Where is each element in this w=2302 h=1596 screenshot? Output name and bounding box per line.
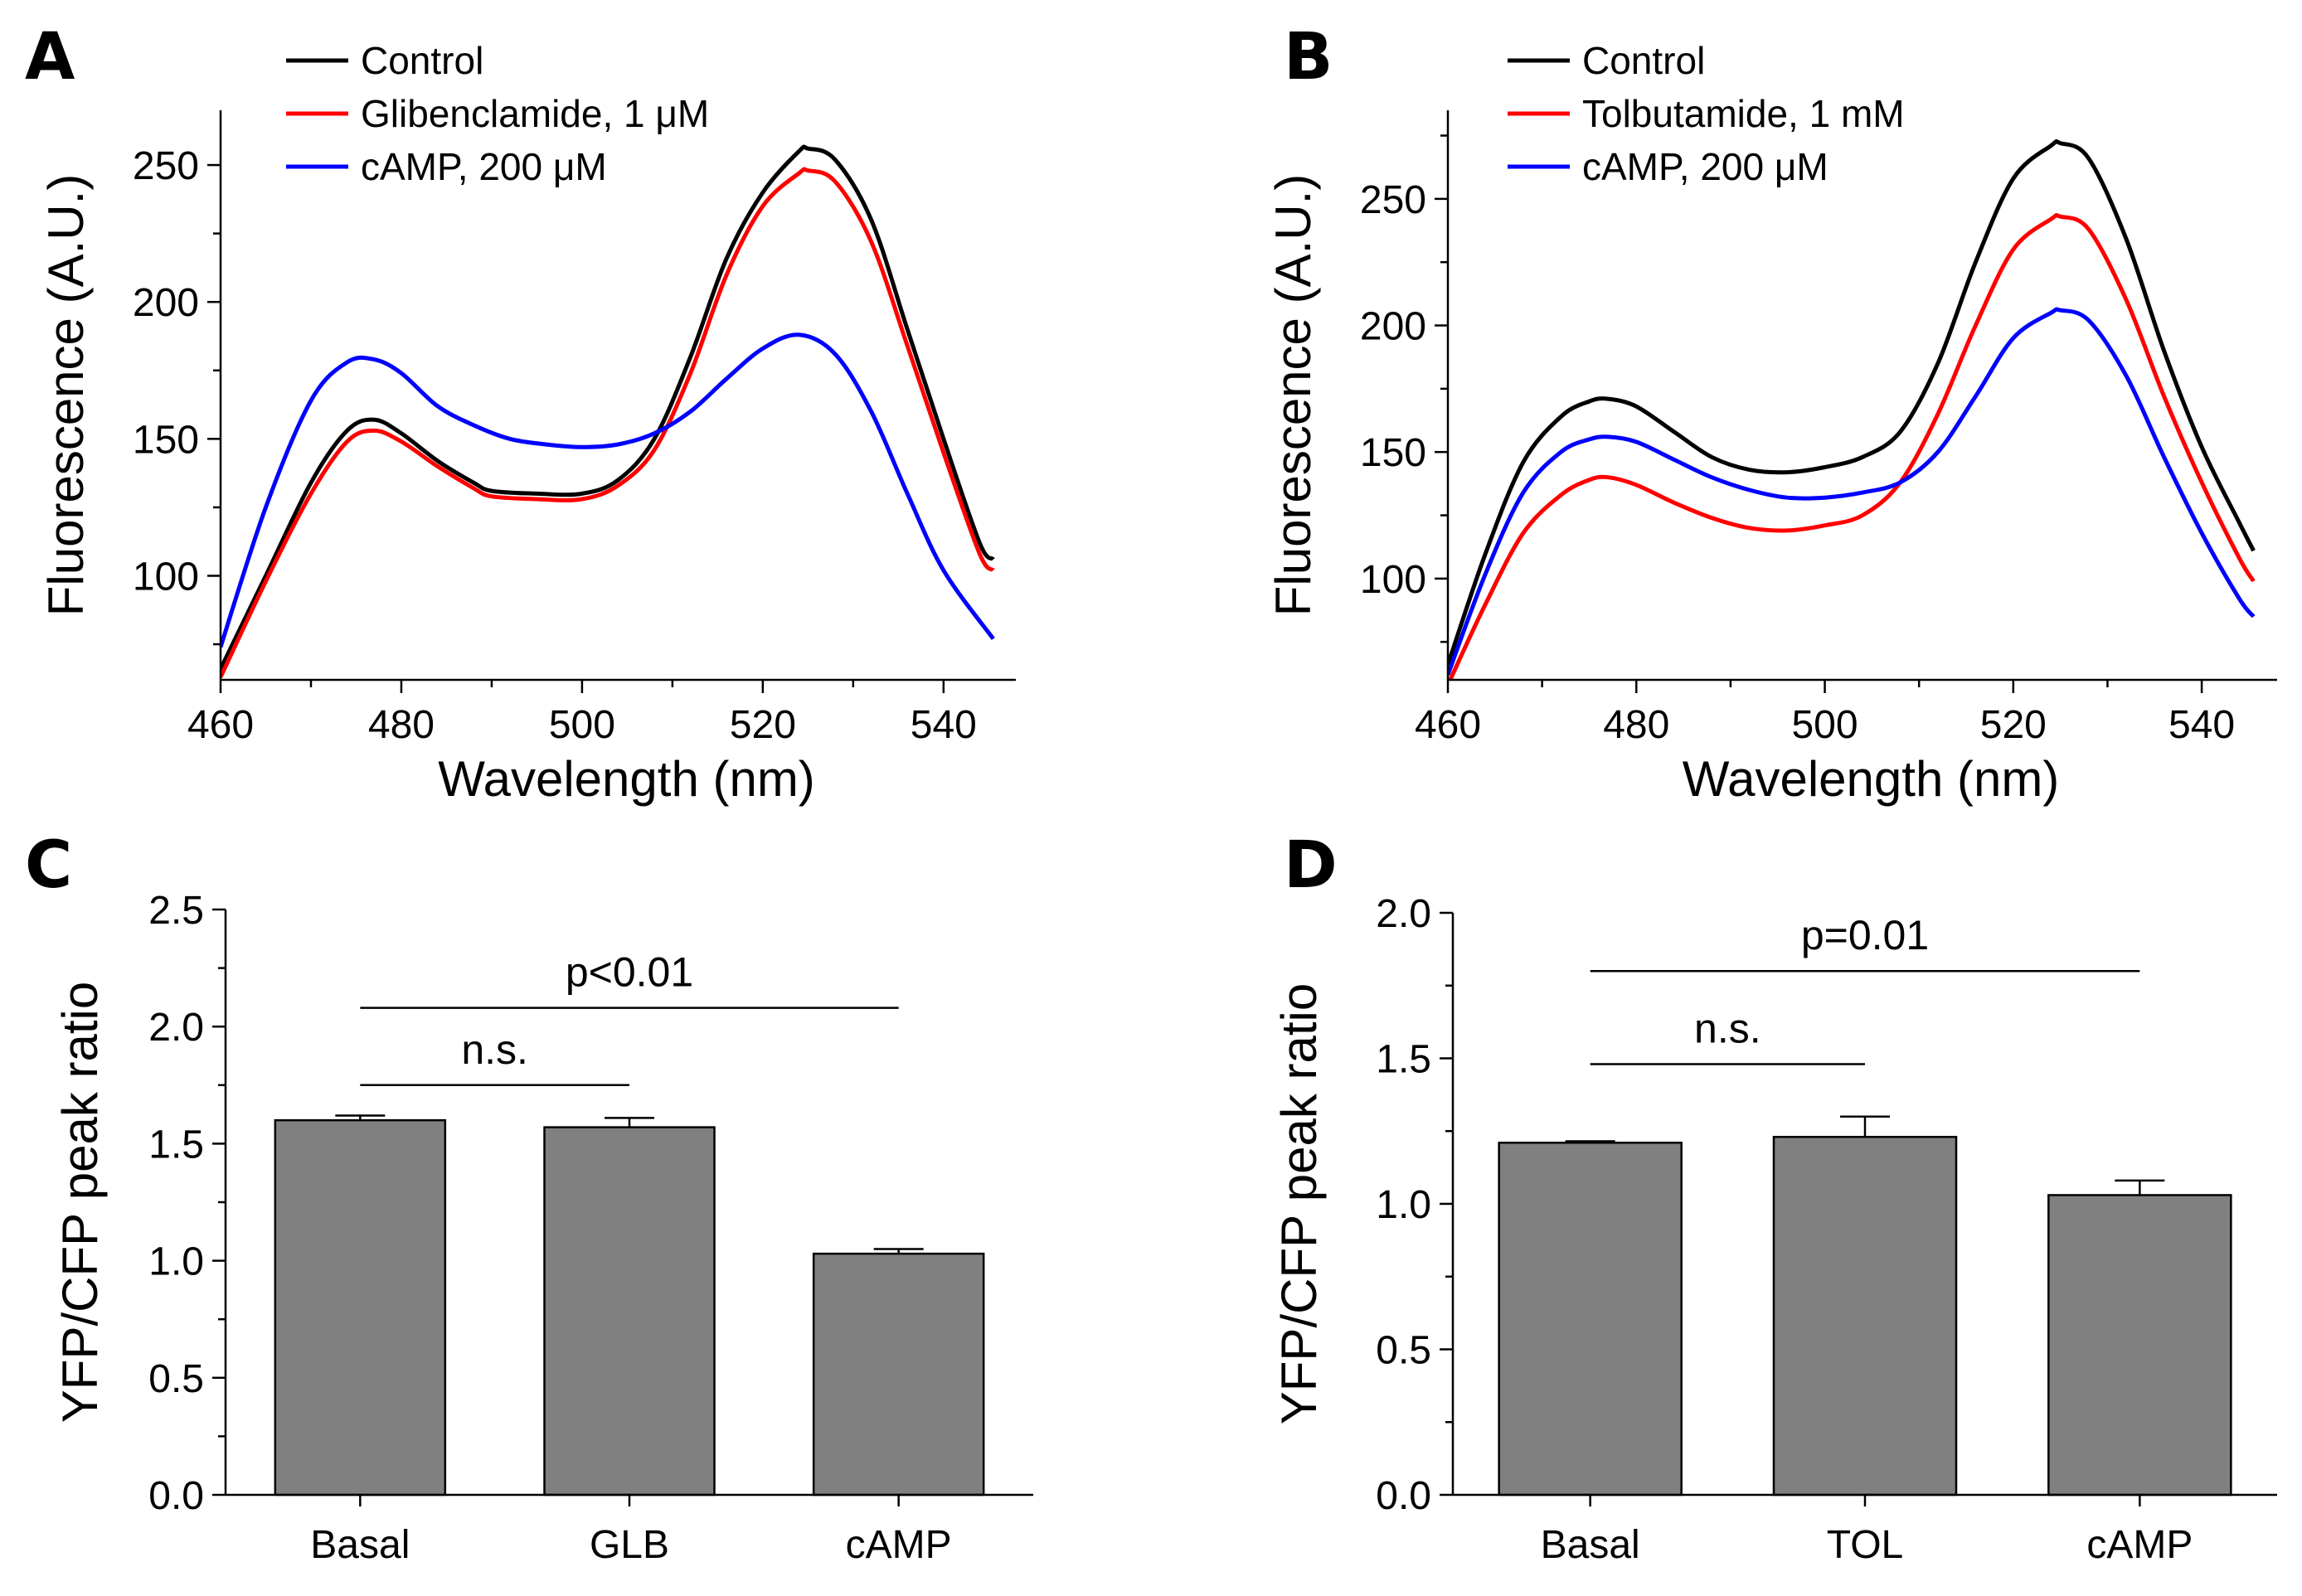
plot-area <box>1448 139 2256 680</box>
panel-letter-b: B <box>1284 20 1333 95</box>
x-tick-label: 460 <box>187 703 254 747</box>
y-tick-label: 250 <box>133 144 199 188</box>
legend-entry-2: cAMP, 200 μM <box>1582 145 1828 188</box>
series-line-0 <box>221 144 995 670</box>
plot-area <box>221 144 995 678</box>
y-tick-label: 2.0 <box>148 1006 204 1050</box>
y-tick-label: 2.0 <box>1376 892 1431 936</box>
y-tick-label: 0.0 <box>1376 1474 1431 1518</box>
panel-letter-d: D <box>1284 828 1338 903</box>
significance-label-1: n.s. <box>1694 1006 1761 1052</box>
x-tick-label: 500 <box>549 703 615 747</box>
panel-c: C 0.0 0.5 1.0 1.5 2.0 2.5 Basal GLB cAMP YFP/CFP p… <box>25 828 1033 1567</box>
x-tick-label: 480 <box>1603 703 1669 747</box>
x-tick-label: 520 <box>730 703 796 747</box>
y-tick-label: 1.5 <box>148 1123 204 1167</box>
y-tick-label: 100 <box>1360 558 1426 602</box>
x-tick-label: GLB <box>590 1523 669 1567</box>
y-tick-label: 0.5 <box>148 1357 204 1401</box>
series-line-2 <box>1448 307 2256 676</box>
y-axis-title: YFP/CFP peak ratio <box>1271 983 1327 1424</box>
y-tick-label: 250 <box>1360 178 1426 222</box>
panel-b: B 460 480 500 520 540 100 150 200 250 Wavelength (… <box>1265 20 2277 807</box>
bar-basal <box>1498 1142 1683 1497</box>
legend-entry-1: Glibenclamide, 1 μM <box>361 92 709 135</box>
panel-a: A 460 480 500 520 540 100 150 200 250 Wavelength (… <box>25 20 1016 807</box>
x-tick-label: cAMP <box>2086 1523 2193 1567</box>
series-line-0 <box>1448 139 2256 666</box>
bar-tol <box>1772 1136 1958 1497</box>
y-tick-label: 150 <box>133 418 199 462</box>
y-tick-label: 1.0 <box>148 1240 204 1284</box>
panel-letter-c: C <box>25 828 72 903</box>
x-tick-label: Basal <box>310 1523 410 1567</box>
x-tick-label: 540 <box>911 703 977 747</box>
legend-entry-0: Control <box>361 39 483 82</box>
x-tick-label: Basal <box>1541 1523 1640 1567</box>
x-tick-label: cAMP <box>846 1523 952 1567</box>
y-axis-title: YFP/CFP peak ratio <box>52 982 108 1423</box>
legend-entry-2: cAMP, 200 μM <box>361 145 607 188</box>
x-tick-label: 500 <box>1791 703 1858 747</box>
y-tick-label: 2.5 <box>148 889 204 933</box>
bar-glb <box>543 1126 716 1497</box>
significance-label-0: p=0.01 <box>1801 912 1929 958</box>
series-line-2 <box>221 332 995 648</box>
y-axis-title: Fluorescence (A.U.) <box>1265 174 1321 617</box>
y-axis-title: Fluorescence (A.U.) <box>38 174 94 617</box>
legend: Control Glibenclamide, 1 μM cAMP, 200 μM <box>286 39 709 188</box>
x-tick-label: TOL <box>1827 1523 1903 1567</box>
x-tick-label: 520 <box>1980 703 2047 747</box>
series-line-1 <box>1448 213 2256 680</box>
y-tick-label: 1.5 <box>1376 1038 1431 1082</box>
bar-camp <box>2047 1194 2232 1497</box>
y-tick-label: 1.0 <box>1376 1183 1431 1227</box>
panel-letter-a: A <box>25 20 75 95</box>
y-tick-label: 200 <box>133 281 199 325</box>
x-axis-title: Wavelength (nm) <box>1683 751 2060 807</box>
x-tick-label: 480 <box>368 703 435 747</box>
x-axis-title: Wavelength (nm) <box>438 751 815 807</box>
legend-entry-1: Tolbutamide, 1 mM <box>1582 92 1905 135</box>
x-tick-label: 540 <box>2168 703 2235 747</box>
bar-basal <box>274 1118 447 1497</box>
y-tick-label: 0.5 <box>1376 1329 1431 1373</box>
y-tick-label: 150 <box>1360 431 1426 475</box>
panel-d: D 0.0 0.5 1.0 1.5 2.0 Basal TOL cAMP YFP/CFP peak… <box>1271 828 2277 1567</box>
y-tick-label: 100 <box>133 555 199 599</box>
legend-entry-0: Control <box>1582 39 1705 82</box>
bar-camp <box>812 1252 985 1497</box>
series-line-1 <box>221 167 995 678</box>
y-tick-label: 200 <box>1360 305 1426 349</box>
significance-label-0: p<0.01 <box>566 949 693 996</box>
y-tick-label: 0.0 <box>148 1474 204 1518</box>
legend: Control Tolbutamide, 1 mM cAMP, 200 μM <box>1508 39 1905 188</box>
x-tick-label: 460 <box>1415 703 1481 747</box>
significance-label-1: n.s. <box>461 1026 528 1073</box>
